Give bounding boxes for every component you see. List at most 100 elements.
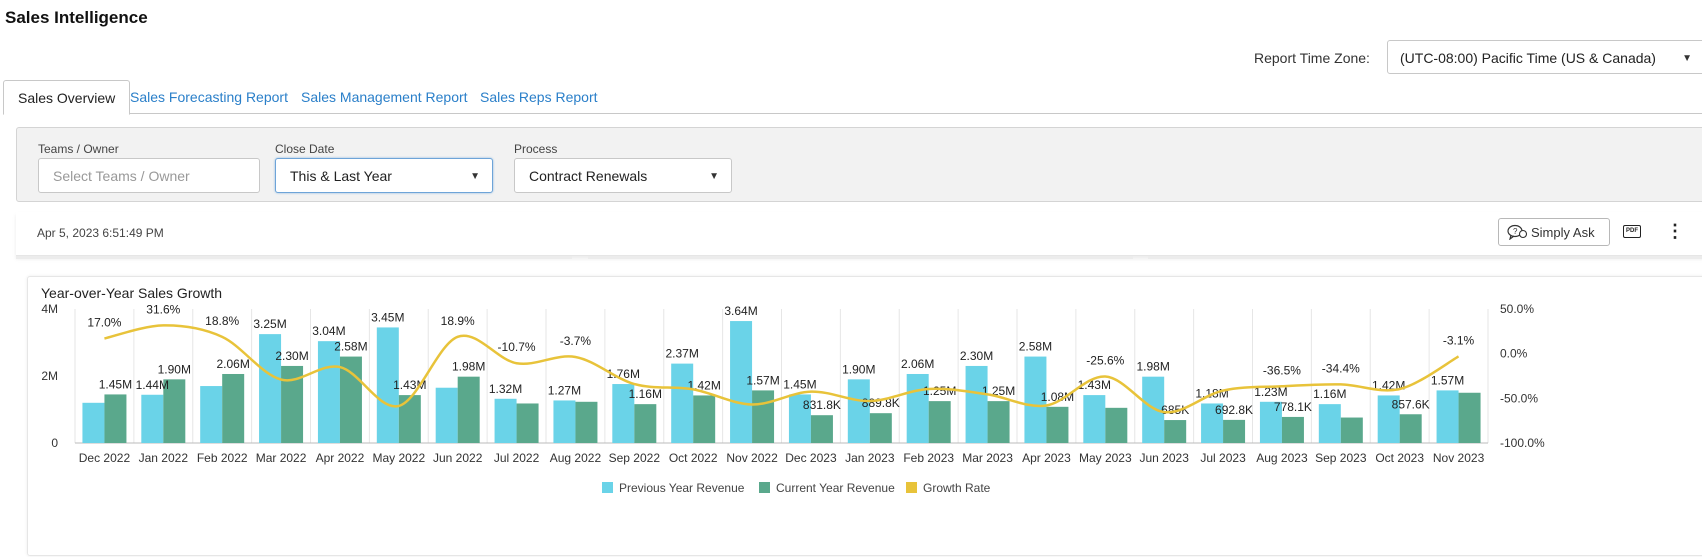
teams-owner-label: Teams / Owner xyxy=(38,142,119,156)
x-axis-tick-label: Jul 2023 xyxy=(1200,451,1246,465)
bar-previous-year xyxy=(494,398,517,443)
bar-current-year xyxy=(1105,407,1128,443)
y2-axis-tick-label: -100.0% xyxy=(1500,436,1545,450)
x-axis-tick-label: Jan 2022 xyxy=(139,451,189,465)
bar-previous-year xyxy=(82,402,105,443)
bar-current-year xyxy=(339,356,362,443)
x-axis-tick-label: Mar 2022 xyxy=(256,451,307,465)
bar-current-year xyxy=(810,415,833,443)
legend-label: Previous Year Revenue xyxy=(619,481,745,495)
bar-current-year xyxy=(575,401,598,443)
process-label: Process xyxy=(514,142,558,156)
bar-current-year xyxy=(693,395,716,443)
process-select[interactable]: Contract Renewals ▼ xyxy=(514,158,732,193)
bar-current-year xyxy=(1223,419,1246,443)
growth-data-label: 31.6% xyxy=(146,302,180,316)
teams-owner-input[interactable]: Select Teams / Owner xyxy=(38,158,260,193)
bar-data-label: 2.37M xyxy=(666,347,699,361)
more-vertical-icon[interactable]: ⋮ xyxy=(1666,221,1684,241)
report-tabs: Sales Overview Sales Forecasting Report … xyxy=(3,80,1702,115)
x-axis-tick-label: Jun 2023 xyxy=(1139,451,1189,465)
bar-current-year xyxy=(1046,406,1069,443)
svg-text:?: ? xyxy=(1513,227,1518,236)
bar-data-label: 1.45M xyxy=(783,377,816,391)
bar-data-label: 1.98M xyxy=(1137,360,1170,374)
bar-data-label: 1.25M xyxy=(923,384,956,398)
bar-current-year xyxy=(1399,414,1422,443)
close-date-value: This & Last Year xyxy=(290,168,392,184)
close-date-label: Close Date xyxy=(275,142,335,156)
growth-data-label: 18.8% xyxy=(205,314,239,328)
report-toolbar: Apr 5, 2023 6:51:49 PM ? Simply Ask PDF … xyxy=(16,212,1702,256)
x-axis-tick-label: Feb 2022 xyxy=(197,451,248,465)
y-axis-tick-label: 2M xyxy=(41,369,58,383)
bar-previous-year xyxy=(612,384,635,443)
bar-data-label: 1.90M xyxy=(842,362,875,376)
bar-previous-year xyxy=(1377,395,1400,443)
bar-previous-year xyxy=(141,394,164,443)
growth-data-label: -25.6% xyxy=(1086,354,1124,368)
bar-previous-year xyxy=(317,341,340,443)
bar-current-year xyxy=(1458,392,1481,443)
bar-current-year xyxy=(1281,416,1304,443)
bar-current-year xyxy=(987,401,1010,443)
bar-data-label: 3.45M xyxy=(371,310,404,324)
bar-previous-year xyxy=(376,327,399,443)
bar-previous-year xyxy=(1201,403,1224,443)
app-title: Sales Intelligence xyxy=(5,8,148,27)
x-axis-tick-label: Jul 2022 xyxy=(494,451,540,465)
bar-data-label: 1.16M xyxy=(1313,387,1346,401)
chevron-down-icon: ▼ xyxy=(470,171,480,182)
tab-sales-overview[interactable]: Sales Overview xyxy=(3,80,131,115)
bar-previous-year xyxy=(1318,404,1341,443)
bar-data-label: 889.8K xyxy=(862,396,900,410)
bar-data-label: 2.58M xyxy=(334,340,367,354)
bar-data-label: 1.08M xyxy=(1041,390,1074,404)
bar-data-label: 1.98M xyxy=(452,360,485,374)
bar-data-label: 3.04M xyxy=(312,324,345,338)
bar-previous-year xyxy=(1436,390,1459,443)
process-value: Contract Renewals xyxy=(529,168,648,184)
panel-divider xyxy=(588,256,1133,259)
bar-data-label: 1.45M xyxy=(99,377,132,391)
tab-sales-management-report[interactable]: Sales Management Report xyxy=(301,89,468,105)
yoy-sales-growth-card: Year-over-Year Sales Growth 4M 2M 0 50.0% 0.… xyxy=(27,276,1702,556)
x-axis-tick-label: Apr 2022 xyxy=(316,451,365,465)
close-date-select[interactable]: This & Last Year ▼ xyxy=(275,158,493,193)
bar-current-year xyxy=(869,413,892,443)
bar-current-year xyxy=(457,376,480,443)
timezone-label: Report Time Zone: xyxy=(1254,50,1370,66)
growth-data-label: 18.9% xyxy=(441,314,475,328)
bar-current-year xyxy=(516,403,539,443)
growth-data-label: -3.7% xyxy=(560,334,592,348)
tab-sales-reps-report[interactable]: Sales Reps Report xyxy=(480,89,598,105)
bar-data-label: 2.58M xyxy=(1019,340,1052,354)
timezone-select[interactable]: (UTC-08:00) Pacific Time (US & Canada) ▼ xyxy=(1387,40,1702,74)
bar-data-label: 831.8K xyxy=(803,398,841,412)
growth-data-label: -3.1% xyxy=(1443,333,1475,347)
panel-divider xyxy=(1148,256,1702,259)
bar-previous-year xyxy=(200,386,223,443)
bar-previous-year xyxy=(435,387,458,443)
bar-data-label: 1.27M xyxy=(548,383,581,397)
simply-ask-button[interactable]: ? Simply Ask xyxy=(1498,218,1610,246)
bar-data-label: 1.44M xyxy=(136,378,169,392)
bar-current-year xyxy=(928,401,951,443)
x-axis-tick-label: Feb 2023 xyxy=(903,451,954,465)
bar-data-label: 3.64M xyxy=(724,304,757,318)
x-axis-tick-label: Mar 2023 xyxy=(962,451,1013,465)
x-axis-tick-label: Aug 2022 xyxy=(550,451,602,465)
report-timestamp: Apr 5, 2023 6:51:49 PM xyxy=(37,226,164,240)
filter-panel: Teams / Owner Select Teams / Owner Close… xyxy=(16,127,1702,202)
growth-data-label: -10.7% xyxy=(498,340,536,354)
y-axis-tick-label: 0 xyxy=(51,436,58,450)
bar-previous-year xyxy=(671,363,694,443)
tab-sales-forecasting-report[interactable]: Sales Forecasting Report xyxy=(130,89,288,105)
legend-label: Current Year Revenue xyxy=(776,481,895,495)
timezone-value: (UTC-08:00) Pacific Time (US & Canada) xyxy=(1400,50,1656,66)
x-axis-tick-label: Oct 2022 xyxy=(669,451,718,465)
bar-current-year xyxy=(634,404,657,443)
bar-current-year xyxy=(281,365,304,443)
bar-data-label: 1.76M xyxy=(607,367,640,381)
pdf-icon[interactable]: PDF xyxy=(1623,225,1641,238)
